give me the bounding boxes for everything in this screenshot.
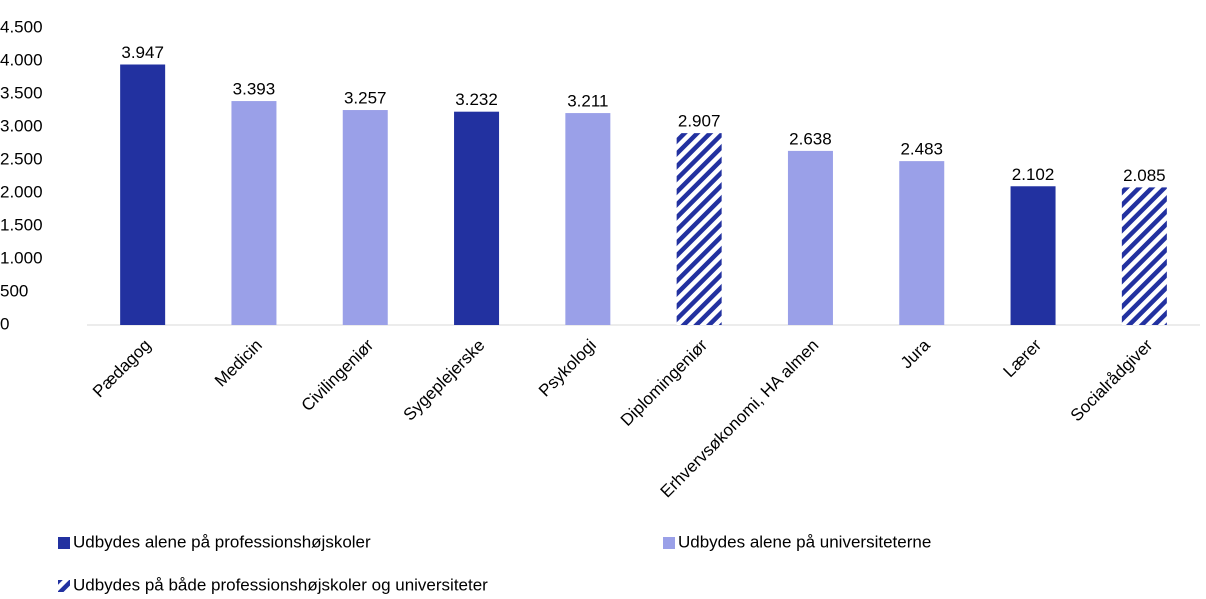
bar: [676, 133, 722, 325]
value-label: 3.947: [121, 43, 164, 62]
y-tick-label: 1.500: [0, 215, 43, 234]
y-tick-label: 1.000: [0, 248, 43, 267]
x-tick-label: Diplomingeniør: [617, 335, 712, 430]
legend-swatch: [58, 580, 70, 592]
x-tick-label: Socialrådgiver: [1067, 335, 1157, 425]
value-label: 2.483: [900, 140, 943, 159]
y-tick-label: 500: [0, 281, 28, 300]
legend-swatch: [663, 537, 675, 549]
value-label: 2.085: [1123, 166, 1166, 185]
y-tick-label: 3.000: [0, 116, 43, 135]
value-label: 2.102: [1012, 165, 1055, 184]
legend-label: Udbydes på både professionshøjskoler og …: [73, 575, 488, 594]
y-tick-label: 4.500: [0, 17, 43, 36]
legend-label: Udbydes alene på professionshøjskoler: [73, 532, 371, 551]
x-tick-label: Jura: [897, 335, 934, 372]
bar: [565, 113, 611, 325]
x-tick-label: Pædagog: [89, 336, 155, 402]
value-label: 2.638: [789, 129, 832, 148]
bar: [1010, 186, 1056, 325]
y-tick-label: 4.000: [0, 50, 43, 69]
value-label: 3.393: [233, 80, 276, 99]
legend-label: Udbydes alene på universiteterne: [678, 532, 931, 551]
value-label: 3.211: [567, 92, 608, 111]
bar: [1121, 187, 1167, 325]
y-tick-label: 0: [0, 314, 9, 333]
bar: [231, 101, 277, 325]
y-tick-label: 3.500: [0, 83, 43, 102]
x-tick-label: Civilingeniør: [298, 335, 378, 415]
bar: [454, 111, 500, 325]
x-tick-label: Medicin: [211, 336, 266, 391]
value-label: 3.257: [344, 89, 387, 108]
value-label: 2.907: [678, 112, 721, 131]
y-tick-label: 2.500: [0, 149, 43, 168]
value-label: 3.232: [455, 90, 498, 109]
bar: [120, 64, 166, 326]
x-tick-label: Psykologi: [535, 336, 600, 401]
y-tick-label: 2.000: [0, 182, 43, 201]
bar: [787, 150, 833, 325]
x-tick-label: Sygeplejerske: [400, 336, 489, 425]
x-tick-label: Lærer: [1000, 335, 1046, 381]
legend-swatch: [58, 537, 70, 549]
bar: [899, 161, 945, 325]
bar: [342, 110, 388, 326]
